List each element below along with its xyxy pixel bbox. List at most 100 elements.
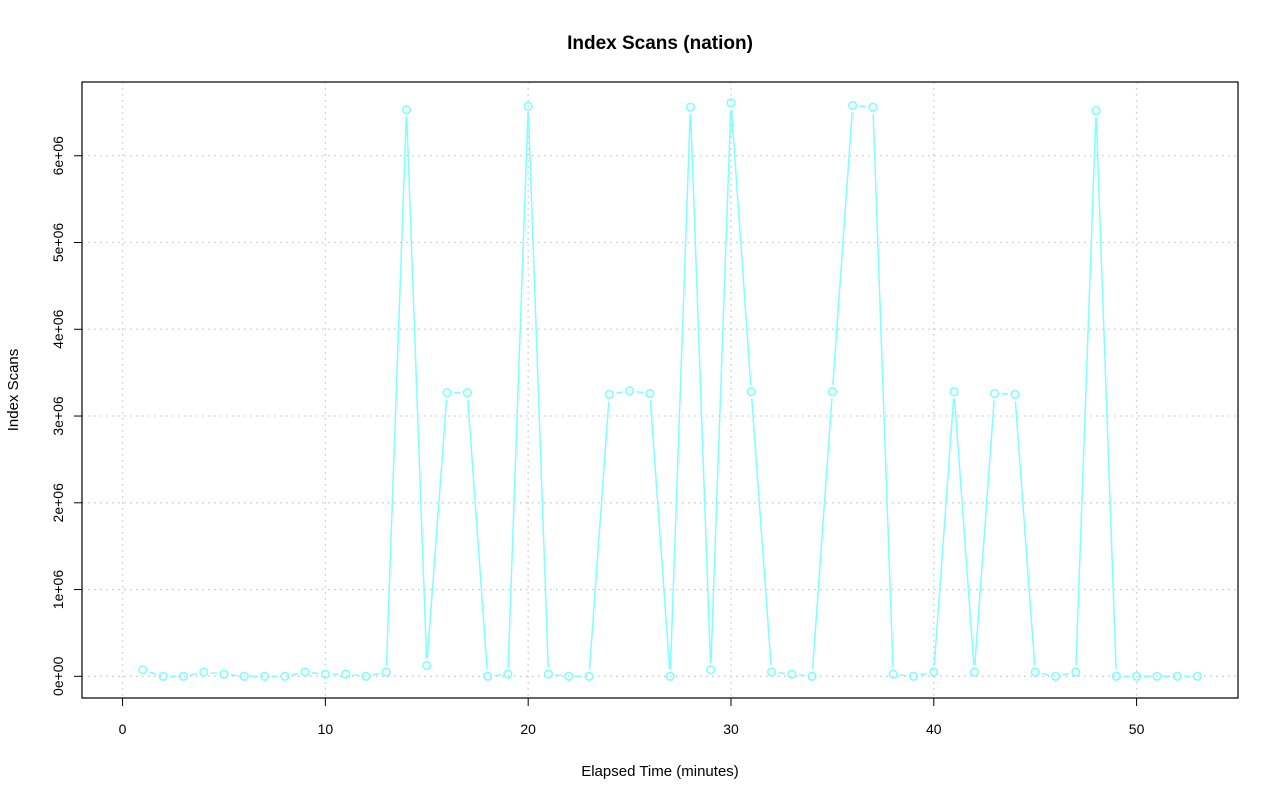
data-point <box>665 671 675 681</box>
data-point <box>1152 671 1162 681</box>
series-line-segment <box>900 674 907 677</box>
y-tick-label: 0e+00 <box>50 656 66 696</box>
data-point <box>442 388 452 398</box>
series-line-segment <box>352 674 360 677</box>
data-point <box>219 669 229 679</box>
data-point <box>422 660 432 671</box>
grid-lines <box>82 82 1238 698</box>
data-point <box>726 98 736 108</box>
series-line-segment <box>832 112 853 385</box>
series-line-segment <box>291 672 299 676</box>
data-point <box>503 669 513 679</box>
data-point <box>462 388 472 398</box>
data-point <box>138 665 148 675</box>
data-point <box>483 671 493 681</box>
data-point <box>807 671 817 681</box>
data-point <box>1050 671 1061 681</box>
data-point <box>320 669 330 679</box>
series-line-segment <box>494 674 502 677</box>
data-point <box>259 671 270 681</box>
series-line-segment <box>636 391 644 394</box>
series-line-segment <box>710 109 732 663</box>
data-point <box>543 669 554 679</box>
data-point <box>827 387 837 397</box>
data-point <box>624 386 635 396</box>
series-line-segment <box>1075 117 1097 666</box>
series-line-segment <box>649 400 671 670</box>
series-line-segment <box>555 674 562 677</box>
series-line-segment <box>689 114 712 663</box>
series-line-segment <box>920 672 928 676</box>
data-point <box>1071 667 1081 677</box>
data-point <box>746 387 756 397</box>
series-line-segment <box>527 113 549 668</box>
data-point <box>969 667 979 677</box>
y-tick-label: 6e+06 <box>50 136 66 176</box>
series-line-segment <box>311 671 319 675</box>
data-point <box>564 671 574 681</box>
data-point <box>178 671 189 681</box>
data-point <box>523 101 533 111</box>
data-point <box>1091 106 1101 116</box>
series-line-segment <box>426 399 448 659</box>
data-point <box>908 671 919 681</box>
x-axis-label: Elapsed Time (minutes) <box>581 763 739 780</box>
series-line-segment <box>798 674 806 677</box>
data-point <box>401 105 412 115</box>
data-point <box>949 387 959 397</box>
data-point <box>848 100 858 111</box>
series-line-segment <box>669 114 691 670</box>
data-point <box>341 669 351 679</box>
series-line-segment <box>953 398 975 666</box>
series-line-segment <box>230 674 238 677</box>
series-line-segment <box>405 116 428 659</box>
data-point <box>787 669 797 679</box>
series-line-segment <box>811 398 833 670</box>
series-line-segment <box>778 671 785 675</box>
series-line-segment <box>859 105 867 108</box>
data-point <box>1172 671 1182 681</box>
series-line-segment <box>974 400 995 666</box>
x-tick-label: 20 <box>520 721 536 737</box>
chart-title: Index Scans (nation) <box>567 33 753 54</box>
data-point <box>1010 389 1020 399</box>
data-point <box>300 667 310 677</box>
data-point <box>199 667 209 677</box>
data-point <box>158 671 168 681</box>
data-point <box>685 102 696 112</box>
series-line-segment <box>751 398 772 666</box>
x-tick-label: 0 <box>119 721 127 737</box>
x-tick-label: 40 <box>926 721 942 737</box>
series-index-scans <box>138 98 1203 681</box>
series-line-segment <box>507 113 529 668</box>
y-tick-label: 4e+06 <box>50 309 66 349</box>
data-point <box>645 388 655 399</box>
data-point <box>381 667 391 677</box>
series-line-segment <box>385 116 407 666</box>
series-line-segment <box>210 671 218 675</box>
series-line-segment <box>190 672 197 676</box>
y-tick-label: 2e+06 <box>50 483 66 523</box>
data-point <box>1111 671 1121 681</box>
data-point <box>604 389 614 399</box>
x-axis: 0 10 20 30 40 50 <box>119 698 1145 737</box>
x-tick-label: 30 <box>723 721 739 737</box>
data-point <box>990 388 1000 399</box>
series-line-segment <box>730 109 752 385</box>
series-line-segment <box>616 391 623 394</box>
data-point <box>888 669 898 679</box>
data-point <box>584 671 594 681</box>
data-point <box>1192 671 1203 681</box>
series-line-segment <box>149 671 157 675</box>
plot-frame <box>81 81 1239 699</box>
series-line-segment <box>1062 672 1070 676</box>
x-tick-label: 10 <box>318 721 334 737</box>
data-point <box>239 671 249 681</box>
data-point <box>1131 671 1142 681</box>
y-axis-label: Index Scans <box>5 349 22 432</box>
data-point <box>1030 667 1040 677</box>
y-tick-label: 5e+06 <box>50 223 66 263</box>
x-tick-label: 50 <box>1129 721 1145 737</box>
series-line-segment <box>1014 401 1036 666</box>
